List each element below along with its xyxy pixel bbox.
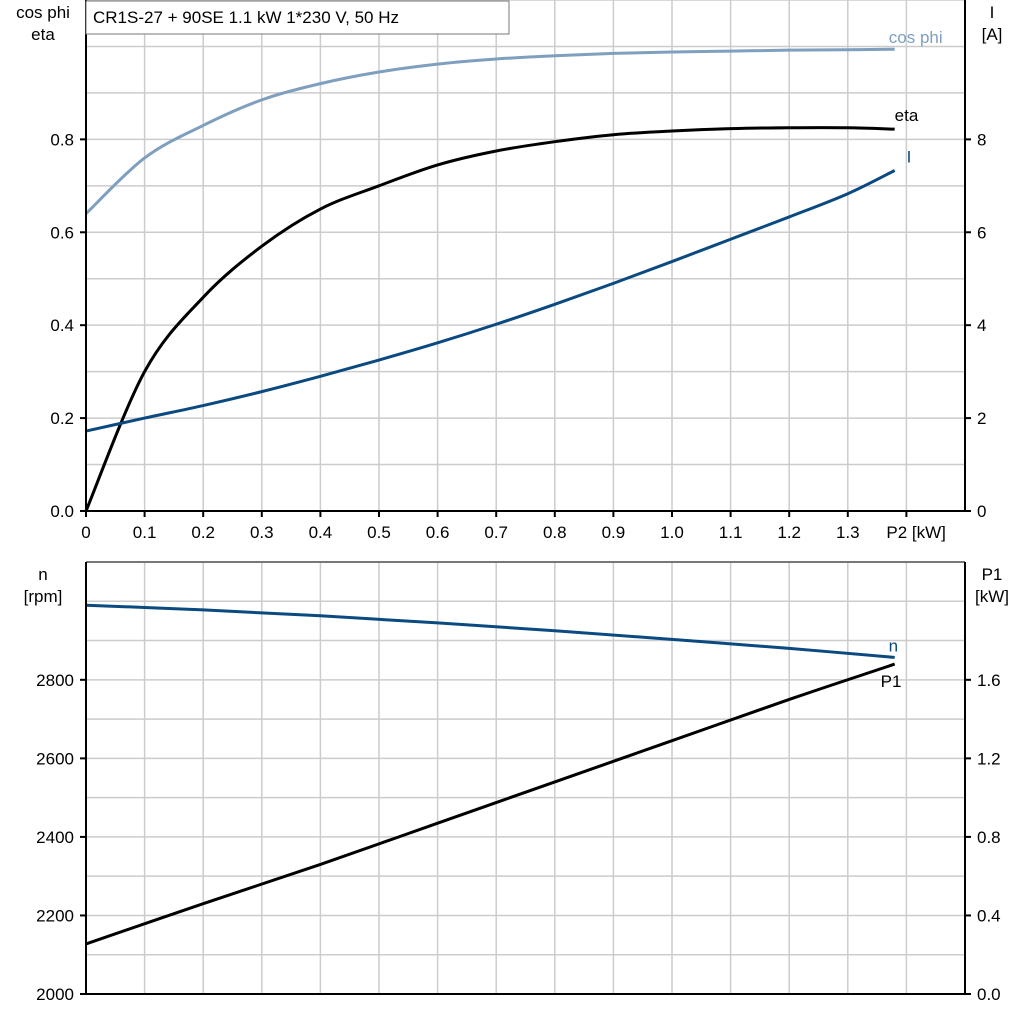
x-tick-label: 0.2 [191,523,215,542]
y-tick-label-right: 0.8 [977,828,1001,847]
x-tick-label: 1.1 [719,523,743,542]
curve-n [85,603,895,659]
y-axis-label-left: n [38,565,47,584]
x-tick-label: 0 [81,523,90,542]
y-tick-label-right: 2 [977,409,986,428]
x-tick-label: 1.2 [777,523,801,542]
x-tick-label: 1.3 [836,523,860,542]
y-tick-label-left: 0.8 [50,130,74,149]
title-box [85,0,510,35]
x-axis-label: P2 [kW] [886,523,946,542]
y-tick-label-right: 0.4 [977,906,1001,925]
y-tick-label-left: 2800 [36,671,74,690]
y-tick-label-right: 1.6 [977,671,1001,690]
y-axis-label-left: eta [31,25,55,44]
y-tick-label-left: 0.0 [50,502,74,521]
y-tick-label-left: 0.6 [50,223,74,242]
curve-cos-phi [84,47,895,215]
y-tick-label-right: 0.0 [977,985,1001,1004]
x-tick-label: 0.7 [484,523,508,542]
y-tick-label-right: 0 [977,502,986,521]
curve-label-i: I [907,147,912,166]
y-axis-label-left: [rpm] [24,587,63,606]
curve-p1 [85,662,896,946]
y-tick-label-right: 1.2 [977,749,1001,768]
x-tick-label: 0.6 [426,523,450,542]
y-axis-label-right: [kW] [975,587,1009,606]
x-tick-label: 0.5 [367,523,391,542]
y-tick-label-left: 0.2 [50,409,74,428]
y-tick-label-left: 2000 [36,985,74,1004]
y-axis-label-right: [A] [982,25,1003,44]
curve-label-eta: eta [895,106,919,125]
curve-label-p1: P1 [881,672,902,691]
y-axis-label-right: I [990,3,995,22]
x-tick-label: 0.8 [543,523,567,542]
x-tick-label: 0.9 [602,523,626,542]
y-tick-label-left: 2200 [36,906,74,925]
y-tick-label-right: 8 [977,130,986,149]
x-tick-label: 0.3 [250,523,274,542]
y-axis-label-right: P1 [982,565,1003,584]
x-tick-label: 0.4 [309,523,333,542]
chart-title: CR1S-27 + 90SE 1.1 kW 1*230 V, 50 Hz [93,8,399,27]
y-tick-label-right: 4 [977,316,986,335]
curve-i [85,169,896,433]
curve-eta [84,126,895,512]
y-axis-label-left: cos phi [16,3,70,22]
y-tick-label-right: 6 [977,223,986,242]
x-tick-label: 0.1 [133,523,157,542]
curve-label-cos-phi: cos phi [889,28,943,47]
y-tick-label-left: 2600 [36,749,74,768]
x-tick-label: 1.0 [660,523,684,542]
y-tick-label-left: 0.4 [50,316,74,335]
curve-label-n: n [889,636,898,655]
y-tick-label-left: 2400 [36,828,74,847]
